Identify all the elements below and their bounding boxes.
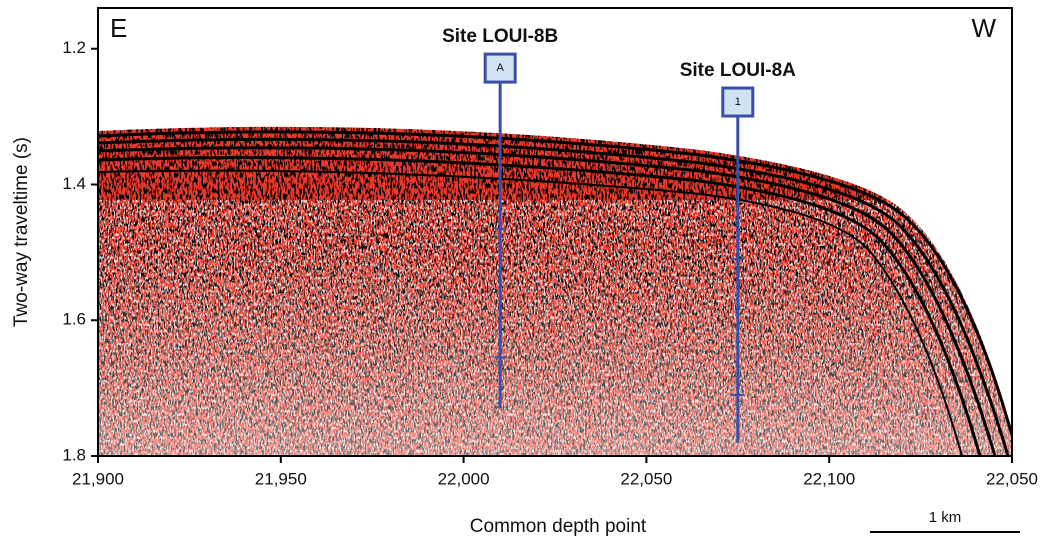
y-tick-label: 1.4 xyxy=(62,174,86,193)
x-tick-label: 21,950 xyxy=(255,469,307,488)
left-label: E xyxy=(110,13,127,43)
y-tick-label: 1.2 xyxy=(62,38,86,57)
site-name: Site LOUI-8B xyxy=(442,26,558,47)
y-axis-label: Two-way traveltime (s) xyxy=(11,137,32,327)
site-marker xyxy=(483,52,517,84)
y-tick-label: 1.8 xyxy=(62,445,86,464)
scale-bar-label: 1 km xyxy=(929,509,962,526)
y-tick-label: 1.6 xyxy=(62,310,86,329)
x-axis-label: Common depth point xyxy=(470,516,647,537)
seismic-image xyxy=(98,126,1012,457)
site-marker-label: 1 xyxy=(735,96,741,108)
right-label: W xyxy=(971,13,996,43)
x-tick-label: 22,050 xyxy=(986,469,1038,488)
site-marker-label: A xyxy=(496,62,504,74)
site-name: Site LOUI-8A xyxy=(680,60,796,81)
x-tick-label: 22,100 xyxy=(803,469,855,488)
x-tick-label: 22,000 xyxy=(438,469,490,488)
site-marker xyxy=(721,86,755,118)
x-tick-label: 21,900 xyxy=(72,469,124,488)
x-tick-label: 22,050 xyxy=(620,469,672,488)
plot-frame xyxy=(97,7,1013,457)
